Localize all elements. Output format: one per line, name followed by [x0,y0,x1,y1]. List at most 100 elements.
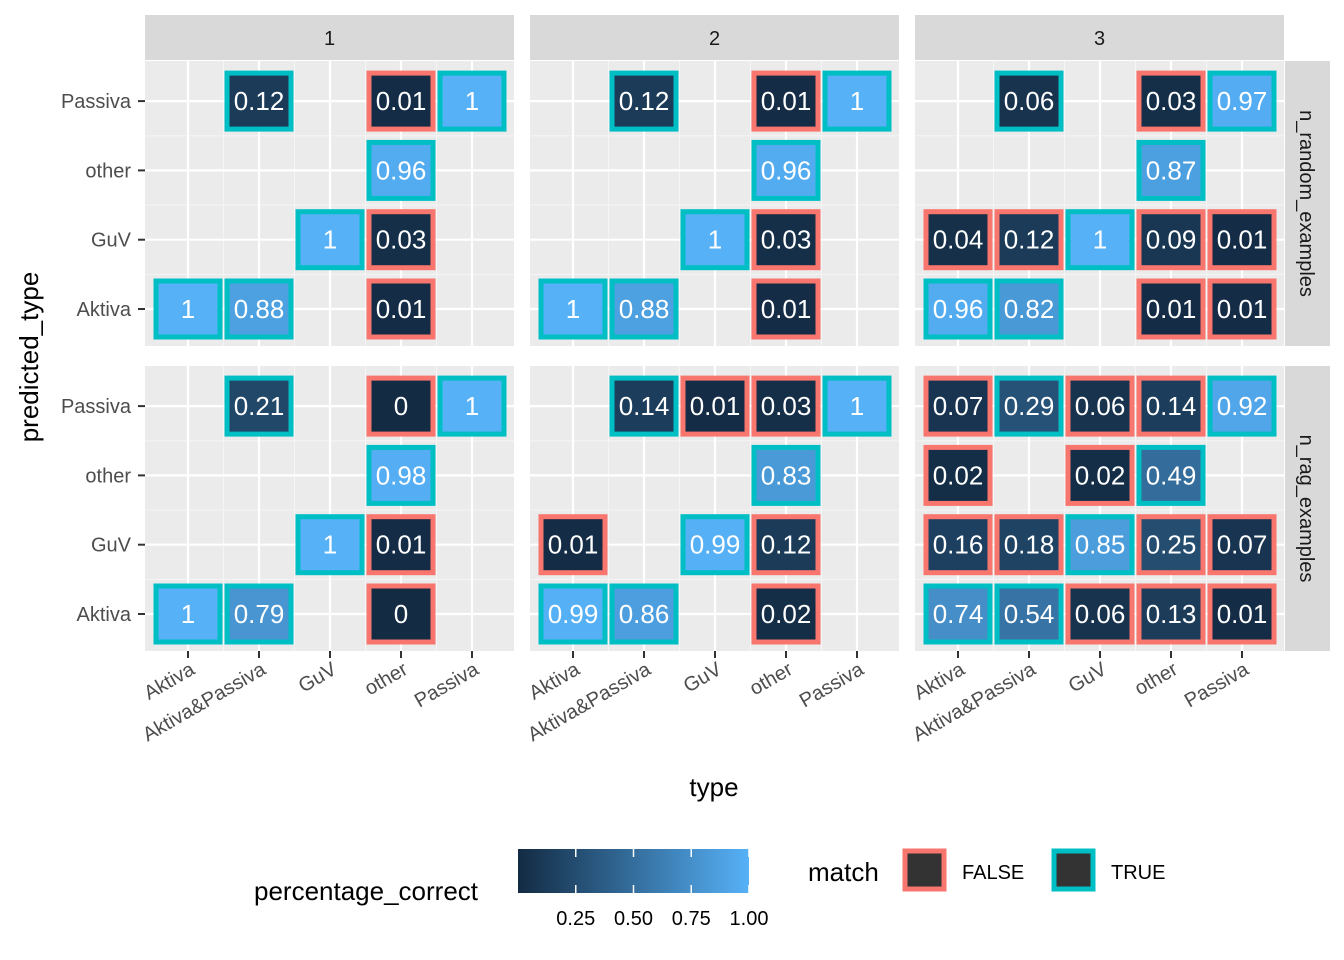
cell-value-label: 0.06 [1004,86,1055,116]
cell-value-label: 0.01 [1217,225,1268,255]
heatmap-cell [366,514,436,576]
heatmap-cell [295,209,365,271]
heatmap-cell [923,583,993,645]
column-strip-label: 1 [324,28,335,50]
colorbar-tick-label: 1.00 [730,908,769,930]
cell-value-label: 1 [181,294,195,324]
cell-value-label: 0.02 [1075,460,1126,490]
heatmap-cell [923,444,993,506]
heatmap-cell [1136,70,1206,132]
cell-value-label: 0.85 [1075,530,1126,560]
heatmap-cell [224,375,294,437]
heatmap-cell [923,209,993,271]
cell-value-label: 1 [323,530,337,560]
cell-value-label: 0 [394,599,408,629]
cell-value-label: 0.13 [1146,599,1197,629]
cell-value-label: 0.06 [1075,391,1126,421]
cell-value-label: 0.12 [234,86,285,116]
x-tick-label: GuV [295,658,341,697]
cell-value-label: 0.14 [619,391,670,421]
cell-value-label: 1 [566,294,580,324]
x-tick-label: Aktiva&Passiva [909,658,1040,746]
match-legend-label: FALSE [962,862,1024,884]
legend: percentage_correct 0.25 0.50 0.75 1.00 matc… [254,848,1165,930]
heatmap-cell [609,375,679,437]
heatmap-cell [1065,514,1135,576]
heatmap-cell [923,278,993,340]
cell-value-label: 0.01 [376,530,427,560]
cell-value-label: 0.21 [234,391,285,421]
cell-value-label: 0.01 [761,86,812,116]
y-tick-label: Aktiva [77,604,132,626]
heatmap-cell [1136,139,1206,201]
column-strip: 3 [915,15,1284,60]
strip-background [915,15,1284,60]
heatmap-cell [1136,209,1206,271]
y-tick-label: Passiva [61,91,132,113]
heatmap-cell [538,514,608,576]
cell-value-label: 1 [465,86,479,116]
match-legend-title: match [808,857,879,887]
facet-panel: 0.99 0.01 0.86 0.14 0.99 0.01 0.03 0.83 0.12 0.02… [530,366,899,651]
cell-value-label: 0.07 [933,391,984,421]
heatmap-cell [751,514,821,576]
x-tick-label: Passiva [796,658,868,713]
colorbar-tick-label: 0.50 [614,908,653,930]
facet-panel: 1 0.88 0.12 1 0.01 0.96 0.03 0.01 1 [530,61,899,346]
cell-value-label: 0.14 [1146,391,1197,421]
cell-value-label: 0.01 [1217,599,1268,629]
heatmap-cell [1136,583,1206,645]
cell-value-label: 0.03 [1146,86,1197,116]
cell-value-label: 0.02 [933,460,984,490]
cell-value-label: 0.88 [234,294,285,324]
cell-value-label: 0.01 [690,391,741,421]
cell-value-label: 1 [465,391,479,421]
y-tick-label: GuV [91,535,132,557]
heatmap-cell [366,278,436,340]
colorbar-tick-label: 0.75 [672,908,711,930]
heatmap-cell [295,514,365,576]
cell-value-label: 0.25 [1146,530,1197,560]
strip-background [530,15,899,60]
heatmap-cell [923,514,993,576]
heatmap-cell [994,583,1064,645]
cell-value-label: 0.83 [761,460,812,490]
y-tick-label: Aktiva [77,299,132,321]
cell-value-label: 0.96 [761,155,812,185]
heatmap-cell [1207,278,1277,340]
cell-value-label: 1 [181,599,195,629]
heatmap-cell [1207,375,1277,437]
column-strip: 2 [530,15,899,60]
match-legend-item: TRUE [1051,848,1165,892]
cell-value-label: 0.49 [1146,460,1197,490]
cell-value-label: 0.01 [1146,294,1197,324]
y-axis-title: predicted_type [14,272,44,443]
heatmap-cell [366,583,436,645]
heatmap-cell [994,278,1064,340]
heatmap-cell [1207,70,1277,132]
heatmap-cell [437,70,507,132]
heatmap-cell [538,583,608,645]
cell-value-label: 0.88 [619,294,670,324]
cell-value-label: 1 [323,225,337,255]
heatmap-cell [609,583,679,645]
cell-value-label: 0.99 [690,530,741,560]
heatmap-cell [153,583,223,645]
heatmap-cell [1136,444,1206,506]
heatmap-cell [1136,278,1206,340]
facet-panel: 0.07 0.02 0.16 0.74 0.29 0.18 0.54 0.06 0.02 0.85… [915,366,1284,651]
cell-value-label: 0.01 [1217,294,1268,324]
heatmap-cell [366,70,436,132]
heatmap-cell [994,514,1064,576]
cell-value-label: 0.12 [619,86,670,116]
heatmap-cell [1136,375,1206,437]
y-tick-label: Passiva [61,396,132,418]
cell-value-label: 1 [1093,225,1107,255]
facet-panel: 1 0.79 0.21 1 0 0.98 0.01 0 1 [145,366,514,651]
heatmap-cell [822,70,892,132]
cell-value-label: 0.03 [376,225,427,255]
column-strip-label: 2 [709,28,720,50]
heatmap-cell [751,375,821,437]
cell-value-label: 0.82 [1004,294,1055,324]
x-tick-label: Aktiva&Passiva [524,658,655,746]
